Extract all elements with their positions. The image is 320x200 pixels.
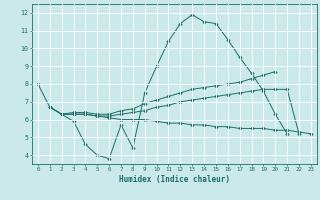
X-axis label: Humidex (Indice chaleur): Humidex (Indice chaleur) [119,175,230,184]
